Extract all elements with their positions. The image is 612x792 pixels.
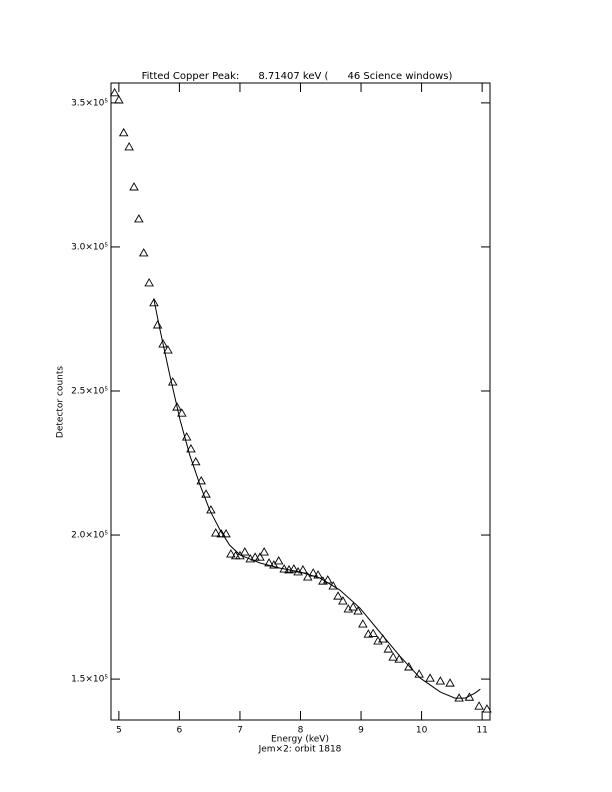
- data-point: [163, 345, 173, 354]
- data-point: [273, 556, 284, 565]
- data-point: [322, 575, 333, 584]
- x-tick-label: 5: [116, 726, 122, 736]
- data-point: [134, 214, 144, 223]
- x-tick-label: 9: [358, 726, 364, 736]
- data-point: [129, 182, 139, 191]
- data-point: [109, 87, 120, 97]
- y-tick-label: 2.5×10⁵: [71, 386, 108, 396]
- x-axis-label: Energy (keV): [271, 735, 329, 745]
- data-point: [333, 591, 343, 600]
- x-tick-label: 6: [177, 726, 183, 736]
- data-point: [383, 644, 394, 653]
- x-tick-label: 7: [237, 726, 243, 736]
- y-tick-label: 1.5×10⁵: [71, 675, 108, 685]
- data-point: [196, 475, 206, 485]
- y-axis-label: Detector counts: [56, 366, 66, 438]
- data-point: [313, 570, 323, 579]
- data-point: [167, 377, 178, 386]
- data-point: [368, 628, 378, 638]
- data-point: [388, 652, 398, 661]
- fit-line: [153, 299, 481, 699]
- data-point: [338, 596, 348, 605]
- data-point: [445, 678, 455, 687]
- data-point: [425, 673, 435, 682]
- data-point: [114, 95, 124, 104]
- data-point: [348, 602, 358, 611]
- data-point: [177, 408, 187, 417]
- data-point: [149, 297, 159, 307]
- y-tick-label: 3.5×10⁵: [71, 98, 108, 108]
- data-point: [250, 552, 260, 561]
- x-tick-label: 11: [476, 726, 487, 736]
- data-point: [201, 489, 211, 498]
- data-point: [404, 662, 414, 671]
- data-point: [240, 547, 250, 556]
- data-point: [353, 606, 363, 615]
- data-point: [216, 528, 226, 538]
- data-point: [158, 339, 168, 348]
- x-tick-label: 8: [298, 726, 304, 736]
- data-point: [124, 142, 134, 151]
- x-tick-label: 10: [416, 726, 428, 736]
- data-point: [474, 701, 484, 710]
- data-point: [435, 676, 446, 685]
- data-point: [269, 560, 279, 569]
- subtitle: Jem×2: orbit 1818: [258, 745, 342, 755]
- data-point: [226, 549, 236, 558]
- data-point: [289, 564, 299, 573]
- data-point: [358, 619, 368, 628]
- data-point: [144, 278, 154, 287]
- data-point: [394, 654, 404, 663]
- data-point: [172, 402, 182, 411]
- data-point: [152, 320, 163, 329]
- data-point: [118, 127, 129, 137]
- data-point: [259, 547, 269, 556]
- data-point: [138, 248, 149, 257]
- data-point: [482, 704, 492, 713]
- data-point: [255, 552, 265, 561]
- data-point: [264, 558, 274, 567]
- y-tick-label: 3.0×10⁵: [71, 242, 108, 252]
- data-point: [190, 456, 201, 466]
- chart-title: Fitted Copper Peak: 8.71407 keV ( 46 Sci…: [142, 71, 453, 82]
- data-point: [210, 528, 221, 537]
- y-tick-label: 2.0×10⁵: [71, 531, 108, 541]
- data-point: [328, 581, 338, 590]
- plot-frame: [110, 82, 491, 721]
- data-point: [302, 572, 313, 581]
- data-point: [186, 443, 196, 453]
- data-point: [221, 528, 231, 538]
